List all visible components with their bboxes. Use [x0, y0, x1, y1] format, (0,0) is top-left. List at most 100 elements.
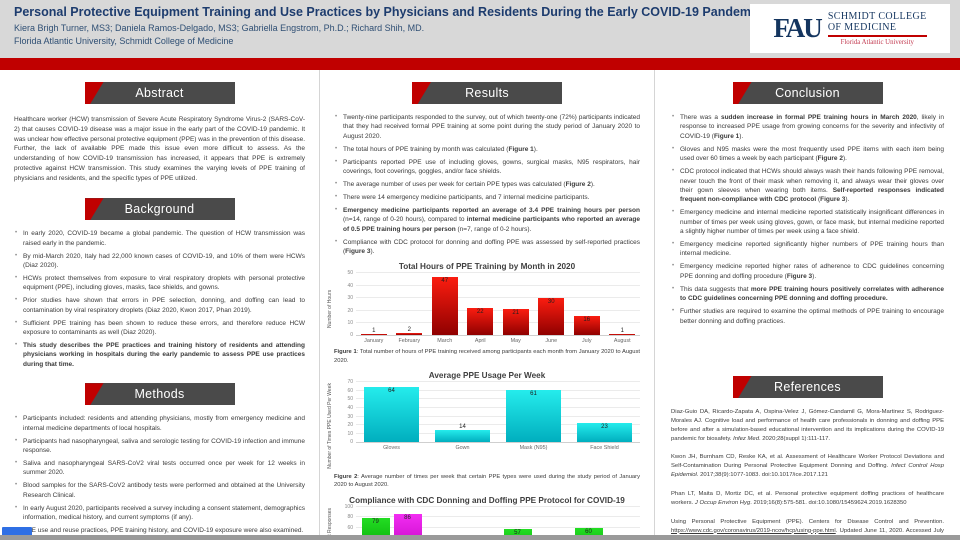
logo-college-line1: SCHMIDT COLLEGE: [827, 11, 927, 22]
gridline: [356, 309, 640, 311]
list-item: PPE use and reuse practices, PPE trainin…: [14, 526, 305, 535]
gridline: [356, 389, 640, 391]
bar-march: 47: [431, 277, 458, 336]
y-tick-label: 50: [347, 270, 353, 277]
figure3-chart: Compliance with CDC Donning and Doffing …: [327, 496, 646, 535]
list-item: In early 2020, COVID-19 became a global …: [14, 229, 305, 248]
fau-logo-mark: FAU: [773, 13, 822, 43]
category-group: 16: [569, 274, 605, 336]
bar-value-label: 61: [530, 390, 537, 397]
list-item: Emergency medicine reported significantl…: [671, 240, 944, 259]
bar-value-label: 86: [404, 515, 411, 522]
list-item: CDC protocol indicated that HCWs should …: [671, 167, 944, 205]
bar-value-label: 57: [514, 530, 521, 535]
x-tick-label: April: [474, 338, 486, 345]
list-item: Using Personal Protective Equipment (PPE…: [671, 518, 944, 534]
red-wedge-icon: [84, 82, 104, 104]
chart-title: Total Hours of PPE Training by Month in …: [398, 262, 576, 272]
figure2-chart: Average PPE Usage Per Week Number of Time…: [327, 371, 646, 470]
plot-area: 0 10 20 30 40 50 60 70 64 14 61 23: [347, 379, 640, 445]
category-group: 2: [392, 274, 428, 336]
x-tick-label: June: [545, 338, 558, 345]
bar-value-label: 21: [512, 310, 520, 317]
x-tick-label: January: [364, 338, 384, 345]
references-list: Diaz-Guio DA, Ricardo-Zapata A, Ospina-V…: [671, 408, 944, 535]
category-group: 23: [569, 383, 640, 443]
bar-july: 16: [573, 315, 600, 336]
list-item: Participants reported PPE use of includi…: [334, 158, 640, 177]
list-item: Emergency medicine reported higher rates…: [671, 262, 944, 281]
category-group: 430: [427, 508, 498, 535]
x-tick-label: Face Shield: [590, 445, 619, 452]
gridline: [356, 432, 640, 434]
x-tick-label: May: [510, 338, 521, 345]
list-item: This study describes the PPE practices a…: [14, 341, 305, 369]
bar-value-label: 1: [620, 328, 624, 335]
y-tick-label: 50: [347, 396, 353, 403]
list-item: Kwon JH, Burnham CD, Reske KA, et al. As…: [671, 454, 944, 479]
x-tick-label: August: [613, 338, 631, 345]
x-tick-label: February: [398, 338, 421, 345]
bar-january: 1: [360, 328, 387, 336]
category-group: 1: [356, 274, 392, 336]
red-wedge-icon: [412, 82, 431, 104]
list-item: HCWs protect themselves from exposure to…: [14, 274, 305, 293]
category-group: 30: [534, 274, 570, 336]
category-group: 61: [498, 383, 569, 443]
gridline: [356, 284, 640, 286]
y-tick-label: 30: [347, 295, 353, 302]
bar-gown: 14: [435, 424, 490, 443]
abstract-paragraph: Healthcare worker (HCW) transmission of …: [14, 116, 305, 182]
y-tick-label: 20: [347, 307, 353, 314]
poster-affiliation: Florida Atlantic University, Schmidt Col…: [14, 36, 234, 46]
bar-june: 30: [538, 298, 565, 336]
middle-column: Results Twenty-nine participants respond…: [320, 70, 655, 535]
y-tick-label: 40: [347, 404, 353, 411]
category-group: 21: [498, 274, 534, 336]
y-tick-label: 60: [347, 524, 353, 531]
bar-april: 22: [467, 308, 494, 336]
gridline: [356, 381, 640, 383]
conclusion-list: There was a sudden increase in formal PP…: [671, 113, 944, 326]
list-item: Saliva and nasopharyngeal SARS-CoV2 vira…: [14, 459, 305, 478]
bar-value-label: 14: [459, 424, 466, 431]
bar-value-label: 79: [372, 518, 379, 525]
results-heading: Results: [412, 82, 562, 104]
list-item: Prior studies have shown that errors in …: [14, 296, 305, 315]
red-accent-bar: [0, 58, 960, 70]
x-tick-label: March: [437, 338, 453, 345]
list-item: Blood samples for the SARS-CoV2 antibody…: [14, 481, 305, 500]
y-axis-label: Number of Times PPE Used Per Week: [327, 383, 333, 470]
bar-value-label: 16: [583, 316, 591, 323]
footer-bar: [0, 535, 960, 540]
list-item: In early August 2020, participants recei…: [14, 504, 305, 523]
list-item: The total hours of PPE training by month…: [334, 145, 640, 154]
bar-value-label: 47: [441, 278, 449, 285]
bar-value-label: 1: [372, 328, 376, 335]
list-item: Compliance with CDC protocol for donning…: [334, 238, 640, 257]
methods-heading: Methods: [84, 383, 235, 406]
list-item: Sufficient PPE training has been shown t…: [14, 319, 305, 338]
gridline: [356, 272, 640, 274]
background-list: In early 2020, COVID-19 became a global …: [14, 229, 305, 369]
list-item: Participants included: residents and att…: [14, 414, 305, 433]
list-item: Twenty-nine participants responded to th…: [334, 113, 640, 141]
list-item: By mid-March 2020, Italy had 22,000 know…: [14, 252, 305, 271]
bar-gown-sleeves: 57: [503, 529, 532, 535]
list-item: Further studies are required to examine …: [671, 307, 944, 326]
x-tick-label: Mask (N95): [519, 445, 548, 452]
bar-february: 2: [396, 327, 423, 336]
gridline: [356, 516, 640, 518]
gridline: [356, 505, 640, 507]
y-tick-label: 30: [347, 413, 353, 420]
bar-value-label: 2: [407, 327, 411, 334]
figure1-caption: Figure 1: Total number of hours of PPE t…: [334, 349, 640, 364]
red-wedge-icon: [732, 82, 752, 104]
background-heading: Background: [84, 198, 235, 221]
poster-authors: Kiera Brigh Turner, MS3; Daniela Ramos-D…: [14, 23, 425, 33]
bar-face-shield: 23: [577, 422, 632, 443]
bar-value-label: 64: [388, 388, 395, 395]
red-wedge-icon: [732, 375, 752, 398]
y-tick-label: 20: [347, 422, 353, 429]
y-tick-label: 0: [350, 332, 353, 339]
